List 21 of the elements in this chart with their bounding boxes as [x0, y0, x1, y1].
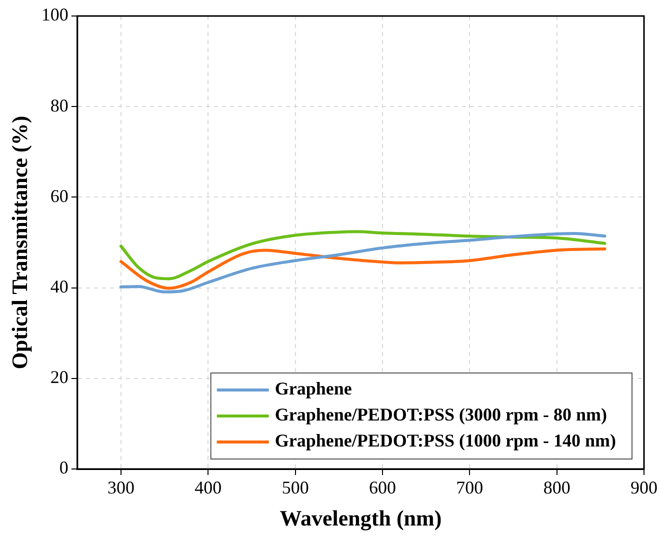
x-tick-label: 600: [368, 478, 396, 498]
y-tick-label: 60: [50, 186, 68, 206]
x-tick-label: 300: [107, 478, 134, 498]
legend-label: Graphene/PEDOT:PSS (3000 rpm - 80 nm): [274, 404, 608, 425]
x-axis-title: Wavelength (nm): [280, 505, 442, 530]
y-tick-label: 80: [50, 95, 68, 116]
x-tick-label: 500: [282, 478, 309, 498]
legend-label: Graphene: [274, 378, 352, 399]
y-axis-title: Optical Transmittance (%): [6, 116, 32, 370]
line-series: [119, 230, 606, 280]
y-tick-label: 40: [50, 276, 68, 297]
y-tick-label: 0: [59, 458, 68, 478]
line-series: [119, 247, 606, 290]
y-tick-label: 100: [41, 4, 68, 25]
x-tick-label: 900: [630, 478, 658, 498]
legend-label: Graphene/PEDOT:PSS (1000 rpm - 140 nm): [274, 430, 616, 451]
y-tick-label: 20: [50, 367, 68, 388]
line-series: [119, 232, 606, 294]
x-tick-label: 400: [194, 478, 222, 498]
x-tick-label: 700: [456, 478, 484, 498]
x-tick-label: 800: [543, 478, 570, 498]
